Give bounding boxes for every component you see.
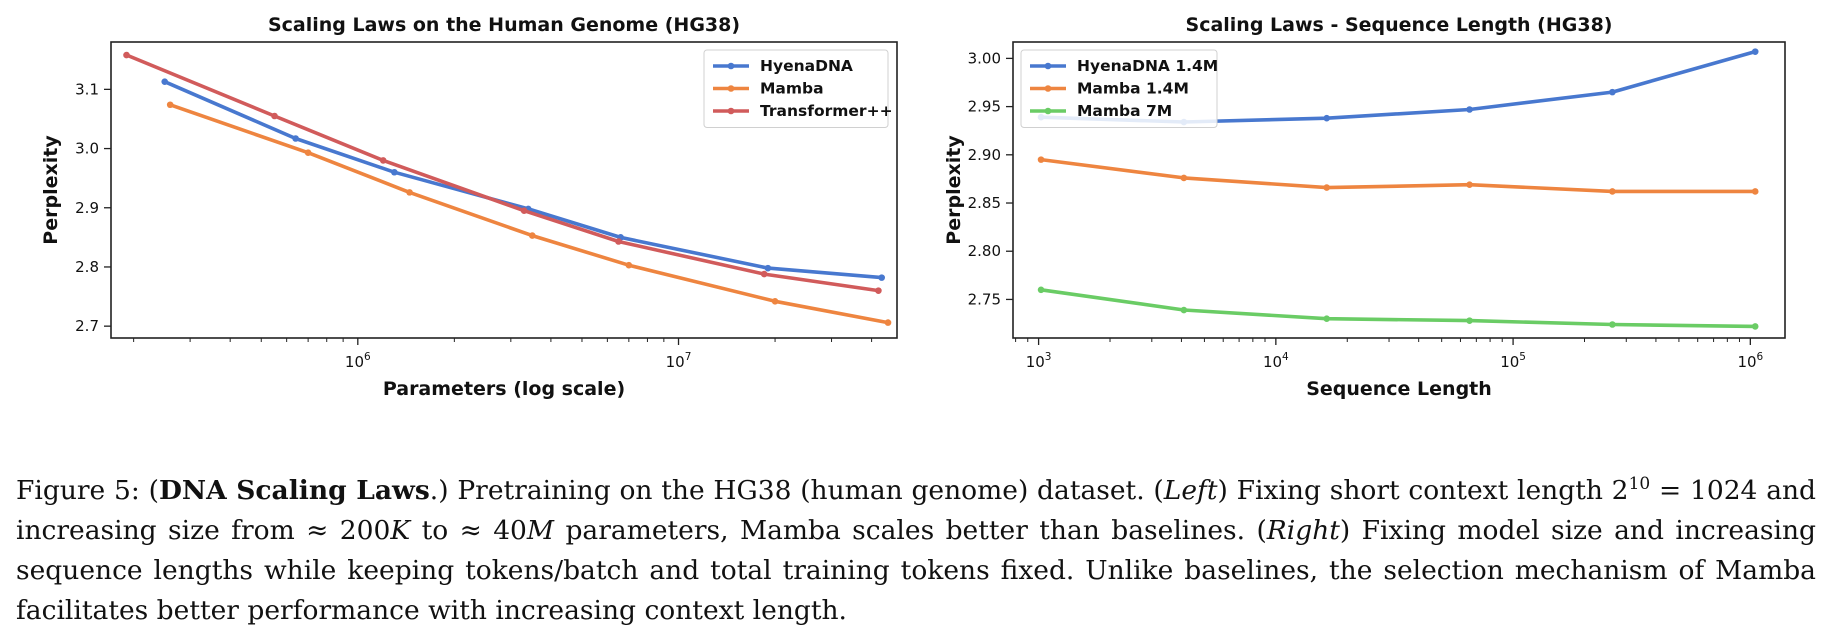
data-point — [1180, 174, 1188, 182]
legend-marker — [727, 85, 735, 92]
data-point — [1180, 306, 1188, 314]
data-point — [1323, 184, 1331, 191]
data-point — [1609, 88, 1616, 96]
data-point — [1323, 315, 1331, 323]
y-axis-label: Perplexity — [40, 135, 62, 245]
legend-box — [1020, 49, 1218, 128]
y-tick-label: 3.0 — [75, 140, 99, 158]
x-tick-label: 104 — [1263, 351, 1289, 371]
legend-marker — [727, 62, 735, 70]
data-point — [615, 238, 622, 245]
left-chart: Scaling Laws on the Human Genome (HG38) 1… — [40, 14, 898, 400]
data-point — [123, 51, 130, 59]
data-point — [875, 287, 882, 294]
data-point — [1609, 188, 1616, 195]
data-point — [406, 189, 413, 196]
legend-label: HyenaDNA — [760, 57, 853, 75]
series-hyenadna — [161, 78, 885, 281]
y-tick-label: 2.80 — [968, 242, 1001, 260]
x-axis-label: Sequence Length — [1306, 378, 1492, 400]
legend-marker — [727, 107, 735, 115]
legend-label: HyenaDNA 1.4M — [1077, 57, 1218, 75]
data-point — [520, 207, 528, 215]
y-tick-label: 2.7 — [75, 317, 99, 335]
figure-caption: Figure 5: (DNA Scaling Laws.) Pretrainin… — [16, 473, 1817, 626]
series-mamba-1-4m — [1037, 156, 1759, 195]
x-tick-label: 103 — [1026, 351, 1052, 371]
y-tick-label: 2.90 — [968, 146, 1001, 164]
legend-label: Mamba 1.4M — [1077, 80, 1189, 98]
data-point — [771, 297, 779, 305]
data-point — [1466, 106, 1473, 113]
data-point — [528, 232, 536, 239]
data-point — [1751, 323, 1759, 330]
legend-box — [703, 49, 889, 128]
y-tick-label: 2.75 — [968, 290, 1001, 308]
data-point — [1751, 48, 1759, 55]
caption-bold: DNA Scaling Laws — [158, 474, 430, 506]
data-point — [166, 101, 174, 109]
legend-label: Transformer++ — [760, 102, 893, 120]
y-tick-label: 2.8 — [75, 258, 99, 276]
data-point — [304, 149, 312, 157]
data-point — [884, 319, 892, 326]
data-point — [1323, 114, 1331, 122]
data-point — [1037, 156, 1045, 163]
data-point — [271, 112, 278, 120]
series-transformer — [123, 51, 882, 294]
data-point — [391, 168, 398, 176]
x-tick-label: 106 — [1737, 351, 1763, 371]
x-tick-label: 107 — [666, 351, 692, 371]
data-point — [161, 78, 169, 85]
chart-title: Scaling Laws - Sequence Length (HG38) — [1186, 14, 1613, 36]
x-tick-label: 106 — [345, 351, 371, 371]
series-mamba — [166, 101, 892, 326]
y-tick-label: 2.95 — [968, 98, 1001, 116]
chart-title: Scaling Laws on the Human Genome (HG38) — [268, 14, 740, 36]
plot-frame — [1012, 41, 1786, 339]
data-point — [878, 274, 885, 281]
data-point — [625, 261, 633, 269]
y-tick-label: 3.1 — [75, 80, 99, 98]
data-point — [764, 264, 772, 272]
legend-label: Mamba 7M — [1077, 102, 1172, 120]
series-line — [1039, 157, 1758, 194]
legend-marker — [1044, 85, 1052, 92]
y-axis-label: Perplexity — [943, 135, 965, 245]
data-point — [1466, 317, 1473, 324]
y-tick-label: 2.9 — [75, 199, 99, 217]
data-point — [379, 157, 387, 164]
y-tick-label: 2.85 — [968, 194, 1001, 212]
data-point — [1466, 181, 1473, 188]
legend-marker — [1044, 107, 1052, 115]
right-chart: Scaling Laws - Sequence Length (HG38) 103… — [943, 14, 1786, 400]
legend-marker — [1044, 62, 1052, 70]
data-point — [292, 135, 299, 142]
legend-label: Mamba — [760, 80, 824, 98]
data-point — [1609, 321, 1616, 328]
data-point — [1751, 188, 1759, 195]
x-axis-label: Parameters (log scale) — [383, 378, 625, 400]
x-tick-label: 105 — [1500, 351, 1526, 371]
series-line — [1039, 287, 1758, 329]
plot-frame — [110, 41, 898, 339]
series-mamba-7m — [1037, 286, 1759, 330]
y-tick-label: 3.00 — [968, 49, 1001, 67]
data-point — [1037, 286, 1045, 294]
data-point — [760, 270, 768, 278]
